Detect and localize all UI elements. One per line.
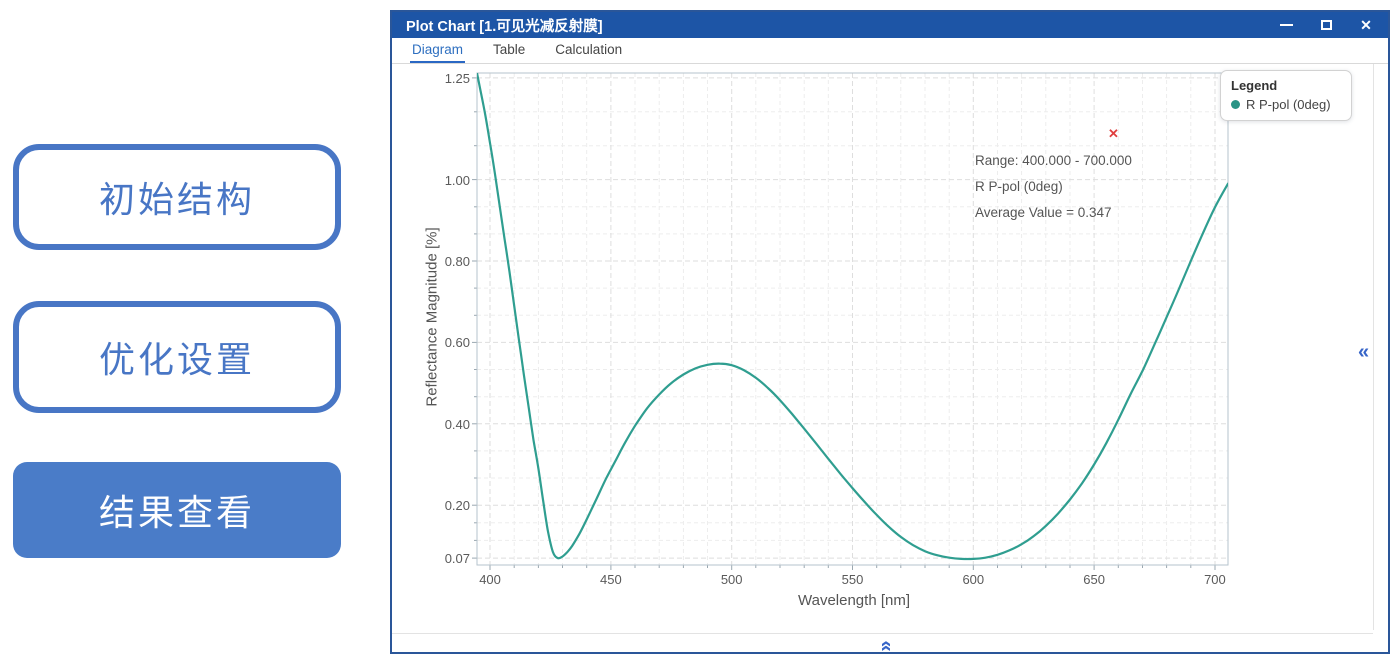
chart-panel: 1.25 1.00 0.80 0.60 0.40 0.20 0.07 400 450 500 550… (392, 64, 1388, 652)
annotation-close-icon[interactable]: ✕ (1108, 126, 1119, 141)
plot-chart-window: Plot Chart [1.可见光减反射膜] ✕ Diagram Table Cal… (390, 10, 1390, 654)
tab-calculation[interactable]: Calculation (555, 42, 623, 57)
minimize-icon (1279, 24, 1293, 26)
legend-entry-label: R P-pol (0deg) (1246, 97, 1331, 112)
x-axis-title: Wavelength [nm] (798, 592, 910, 609)
tab-diagram[interactable]: Diagram (410, 38, 466, 63)
x-tick-label: 600 (962, 572, 985, 587)
x-tick-label: 500 (720, 572, 743, 587)
tab-table[interactable]: Table (493, 42, 526, 57)
window-title: Plot Chart [1.可见光减反射膜] (406, 18, 603, 35)
minimize-button[interactable] (1278, 17, 1294, 33)
annotation-line-series: R P-pol (0deg) (975, 179, 1063, 194)
y-tick-label: 0.20 (444, 498, 470, 514)
y-axis-title: Reflectance Magnitude [%] (423, 227, 441, 407)
window-controls: ✕ (1278, 17, 1374, 33)
range-annotation: Range: 400.000 - 700.000 R P-pol (0deg) … (975, 148, 1132, 226)
x-tick-label: 450 (600, 572, 622, 587)
legend[interactable]: Legend R P-pol (0deg) (1220, 70, 1352, 121)
legend-entry[interactable]: R P-pol (0deg) (1231, 97, 1341, 112)
y-tick-label: 1.25 (444, 70, 470, 86)
series-r-p-pol-curve (477, 73, 1228, 561)
right-panel-separator (1373, 64, 1374, 630)
sidebar-button-optimization-settings[interactable]: 优化设置 (13, 301, 341, 413)
x-tick-label: 700 (1204, 572, 1226, 587)
x-tick-label: 400 (479, 572, 501, 587)
plot-area[interactable] (392, 64, 1388, 652)
maximize-button[interactable] (1318, 17, 1334, 33)
expand-bottom-panel-button[interactable]: « (875, 640, 898, 652)
tab-bar: Diagram Table Calculation (392, 38, 1388, 64)
legend-title: Legend (1231, 78, 1278, 93)
close-button[interactable]: ✕ (1360, 16, 1372, 33)
expand-right-panel-button[interactable]: « (1358, 341, 1370, 363)
legend-dot-icon (1231, 100, 1240, 109)
annotation-line-average: Average Value = 0.347 (975, 205, 1112, 220)
maximize-icon (1320, 20, 1332, 30)
x-tick-label: 550 (841, 572, 864, 587)
bottom-panel-separator (392, 633, 1373, 634)
y-tick-label: 1.00 (444, 172, 470, 188)
annotation-line-range: Range: 400.000 - 700.000 (975, 153, 1132, 168)
y-tick-label: 0.07 (444, 551, 470, 567)
sidebar-button-initial-structure[interactable]: 初始结构 (13, 144, 341, 250)
sidebar-button-results-view[interactable]: 结果查看 (13, 462, 341, 558)
y-tick-label: 0.60 (444, 335, 470, 351)
window-titlebar[interactable]: Plot Chart [1.可见光减反射膜] ✕ (392, 12, 1388, 38)
legend-entries: R P-pol (0deg) (1231, 97, 1341, 112)
y-tick-label: 0.40 (444, 416, 470, 432)
x-tick-label: 650 (1083, 572, 1105, 587)
y-tick-label: 0.80 (444, 254, 470, 269)
